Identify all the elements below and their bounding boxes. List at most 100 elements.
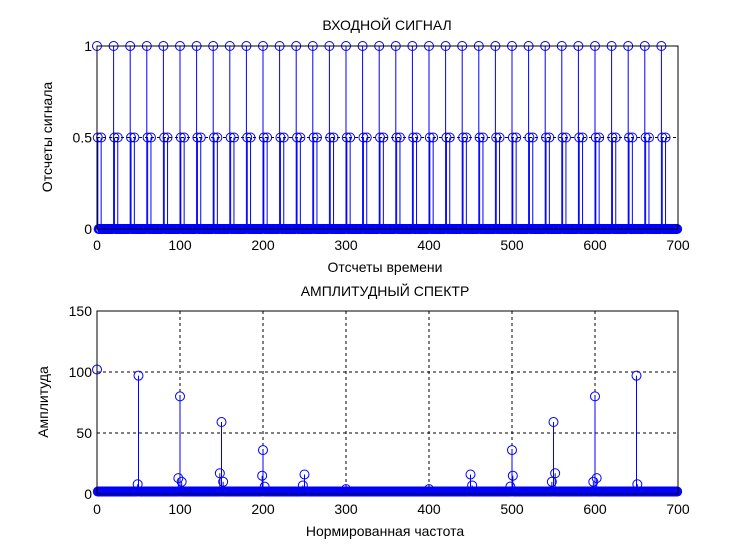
y-tick-label: 0 bbox=[84, 221, 92, 237]
stem-point bbox=[477, 132, 488, 229]
stem-point bbox=[209, 132, 220, 229]
stem-point bbox=[444, 132, 455, 229]
stem-point bbox=[112, 132, 123, 229]
stem-point bbox=[574, 132, 585, 229]
stem-point bbox=[474, 132, 485, 229]
stem-point bbox=[507, 132, 518, 229]
stem-point bbox=[394, 132, 405, 229]
stem-point bbox=[126, 132, 137, 229]
stem-point bbox=[325, 132, 336, 229]
stem-point bbox=[225, 132, 236, 229]
stem-point bbox=[292, 132, 303, 229]
amplitude-spectrum-plot: АМПЛИТУДНЫЙ СПЕКТР Нормированная частота… bbox=[35, 282, 690, 539]
y-tick-label: 100 bbox=[69, 364, 93, 380]
stem-point bbox=[262, 132, 273, 229]
stem-point bbox=[308, 132, 319, 229]
stem-point bbox=[643, 132, 654, 229]
stem-point bbox=[145, 132, 156, 229]
x-tick-label: 400 bbox=[417, 501, 441, 517]
stem-point bbox=[511, 132, 522, 229]
stem-point bbox=[624, 132, 635, 229]
stem-peak bbox=[216, 417, 227, 494]
tick-labels-input: 0 100 200 300 400 500 600 700 0 0.5 1 bbox=[73, 38, 690, 253]
stem-point bbox=[627, 132, 638, 229]
stem-point bbox=[311, 132, 322, 229]
x-tick-label: 300 bbox=[334, 501, 358, 517]
x-tick-label: 300 bbox=[334, 237, 358, 253]
stem-point bbox=[129, 132, 140, 229]
x-tick-label: 0 bbox=[93, 237, 101, 253]
stem-point bbox=[175, 132, 186, 229]
y-axis-label-amplitude: Амплитуда bbox=[35, 366, 51, 438]
stem-point bbox=[491, 132, 502, 229]
stem-peak bbox=[133, 370, 144, 494]
stem-peak bbox=[507, 445, 517, 494]
y-tick-label: 1 bbox=[84, 38, 92, 54]
stem-point bbox=[594, 132, 605, 229]
stem-peak bbox=[631, 370, 642, 494]
y-tick-label: 150 bbox=[69, 303, 93, 319]
x-tick-label: 0 bbox=[93, 501, 101, 517]
axes-box-spectrum bbox=[96, 310, 679, 495]
plot-title-amplitude-spectrum: АМПЛИТУДНЫЙ СПЕКТР bbox=[301, 282, 470, 299]
x-tick-label: 600 bbox=[583, 237, 607, 253]
stem-point bbox=[560, 132, 571, 229]
stem-point bbox=[375, 132, 386, 229]
stem-point bbox=[278, 132, 289, 229]
stem-point bbox=[458, 132, 469, 229]
stem-point bbox=[524, 132, 535, 229]
stem-point bbox=[461, 132, 472, 229]
y-tick-label: 0 bbox=[84, 486, 92, 502]
stem-point bbox=[408, 132, 419, 229]
x-tick-label: 200 bbox=[251, 237, 275, 253]
stem-point bbox=[428, 132, 439, 229]
stem-point bbox=[242, 132, 253, 229]
x-tick-label: 500 bbox=[500, 501, 524, 517]
stem-peak bbox=[590, 391, 600, 494]
stem-point bbox=[258, 132, 269, 229]
stem-point bbox=[541, 132, 552, 229]
stem-peak bbox=[548, 417, 559, 494]
stem-point bbox=[142, 132, 153, 229]
x-tick-label: 700 bbox=[666, 237, 690, 253]
stem-point bbox=[345, 132, 356, 229]
stem-point bbox=[361, 132, 372, 229]
x-tick-label: 400 bbox=[417, 237, 441, 253]
x-tick-label: 100 bbox=[168, 501, 192, 517]
stem-point bbox=[494, 132, 505, 229]
stem-point bbox=[424, 132, 435, 229]
stem-point bbox=[275, 132, 286, 229]
stem-point bbox=[328, 132, 339, 229]
stem-series-spectrum bbox=[92, 364, 683, 497]
stem-point bbox=[610, 132, 621, 229]
stem-point bbox=[544, 132, 555, 229]
stem-point bbox=[411, 132, 422, 229]
y-tick-label: 0.5 bbox=[73, 130, 93, 146]
axes-box-input bbox=[96, 45, 679, 230]
plot-title-input-signal: ВХОДНОЙ СИГНАЛ bbox=[322, 16, 451, 33]
stem-point bbox=[228, 132, 239, 229]
stem-point bbox=[358, 132, 369, 229]
stem-point bbox=[212, 132, 223, 229]
stem-point bbox=[245, 132, 256, 229]
stem-point bbox=[378, 132, 389, 229]
stem-point bbox=[577, 132, 588, 229]
stem-point bbox=[441, 132, 452, 229]
stem-point bbox=[660, 132, 671, 229]
input-signal-plot: ВХОДНОЙ СИГНАЛ Отсчеты времени Отсчеты с… bbox=[39, 16, 690, 275]
y-axis-label-signal-samples: Отсчеты сигнала bbox=[39, 82, 55, 193]
stem-point bbox=[179, 132, 190, 229]
x-axis-label-normalized-frequency: Нормированная частота bbox=[306, 523, 465, 539]
stem-point bbox=[92, 132, 103, 229]
stem-point bbox=[657, 132, 668, 229]
stem-point bbox=[159, 132, 170, 229]
grid-lines-spectrum bbox=[97, 311, 678, 494]
stem-point bbox=[640, 132, 651, 229]
stem-point bbox=[109, 132, 120, 229]
x-tick-label: 700 bbox=[666, 501, 690, 517]
stem-point bbox=[607, 132, 618, 229]
x-tick-label: 600 bbox=[583, 501, 607, 517]
tick-labels-spectrum: 0 100 200 300 400 500 600 700 0 50 100 150 bbox=[69, 303, 690, 517]
x-tick-label: 500 bbox=[500, 237, 524, 253]
